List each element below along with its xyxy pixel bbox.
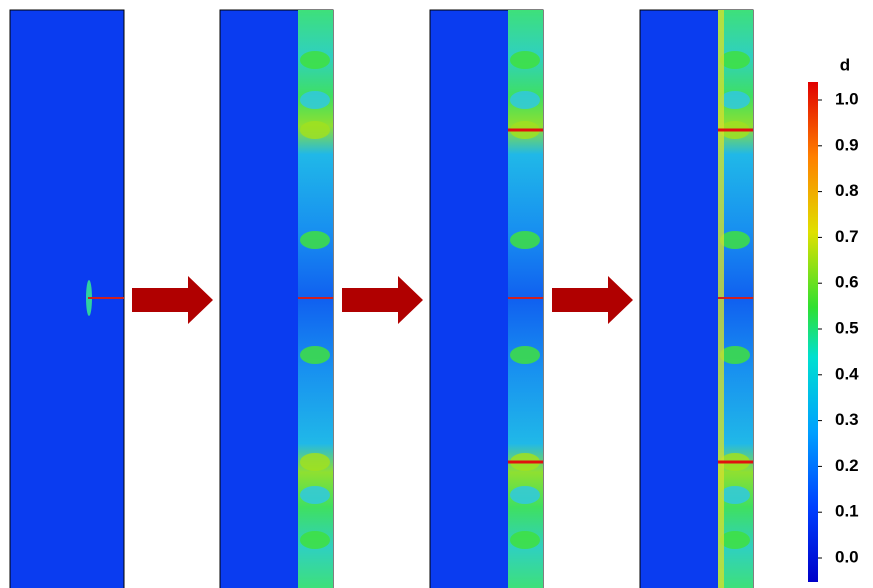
- arrow: [552, 276, 633, 324]
- damage-zone: [510, 346, 540, 364]
- tick-label: 0.3: [835, 410, 859, 429]
- damage-zone: [720, 531, 750, 549]
- damage-zone: [720, 231, 750, 249]
- colorbar-gradient: [808, 82, 818, 582]
- arrow: [132, 276, 213, 324]
- tick-label: 0.9: [835, 135, 859, 154]
- damage-zone: [300, 231, 330, 249]
- damage-zone: [720, 51, 750, 69]
- damage-zone: [720, 346, 750, 364]
- damage-zone: [510, 51, 540, 69]
- arrow: [342, 276, 423, 324]
- tick-label: 0.8: [835, 181, 859, 200]
- tick-label: 0.7: [835, 227, 859, 246]
- colorbar: d 0.0 0.1 0.2 0.3 0.4 0.5 0.6 0.7 0.8 0.9 1.0: [808, 55, 859, 582]
- tick-label: 1.0: [835, 89, 859, 108]
- damage-zone: [510, 486, 540, 504]
- panel: [219, 9, 334, 588]
- arrows: [132, 276, 633, 324]
- damage-zone: [300, 91, 330, 109]
- damage-zone: [720, 91, 750, 109]
- damage-zone: [300, 51, 330, 69]
- damage-zone: [300, 531, 330, 549]
- tick-label: 0.4: [835, 364, 859, 383]
- tick-label: 0.0: [835, 547, 859, 566]
- panels: [219, 9, 754, 588]
- panel: [639, 9, 754, 588]
- damage-zone: [720, 486, 750, 504]
- tick-label: 0.6: [835, 273, 859, 292]
- damage-zone: [300, 121, 330, 139]
- panel-1: [9, 9, 125, 588]
- colorbar-label: d: [840, 55, 850, 74]
- tick-label: 0.5: [835, 318, 859, 337]
- damage-zone: [510, 531, 540, 549]
- panel: [429, 9, 544, 588]
- damage-zone: [510, 231, 540, 249]
- damage-zone: [300, 453, 330, 471]
- damage-zone: [510, 91, 540, 109]
- damage-zone: [300, 486, 330, 504]
- damage-zone: [300, 346, 330, 364]
- tick-label: 0.2: [835, 456, 859, 475]
- tick-label: 0.1: [835, 502, 859, 521]
